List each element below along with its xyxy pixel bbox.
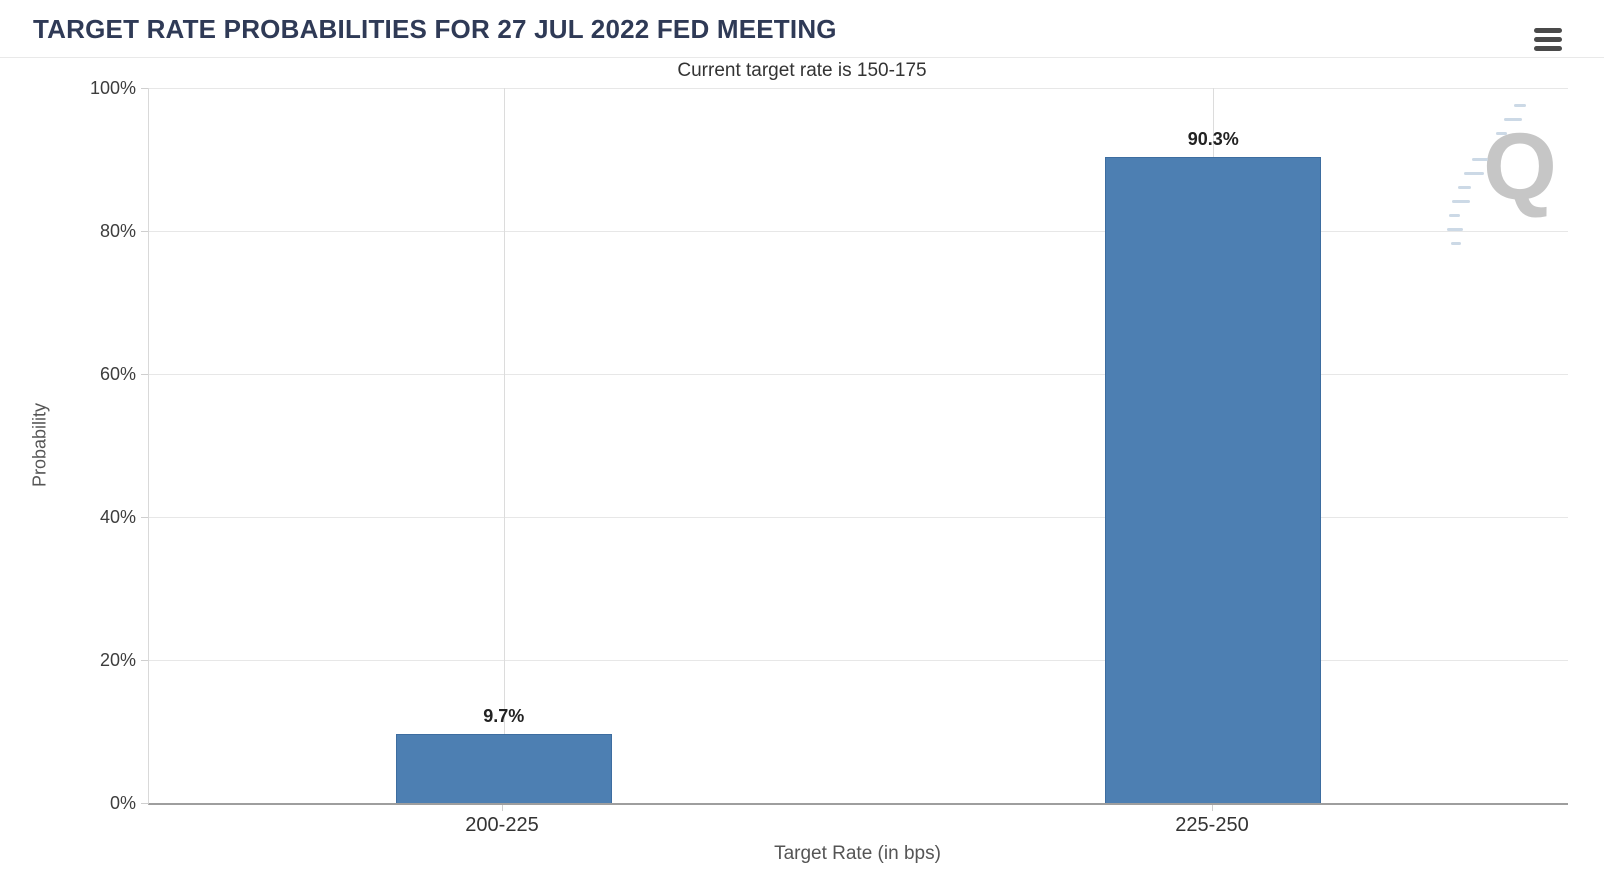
bar-group-225-250: 90.3% bbox=[1105, 88, 1322, 803]
bar-225-250[interactable] bbox=[1105, 157, 1322, 803]
watermark-speedline-icon bbox=[1447, 228, 1463, 231]
quikstrike-watermark-q: Q bbox=[1483, 114, 1557, 220]
chart-title: TARGET RATE PROBABILITIES FOR 27 JUL 202… bbox=[33, 14, 837, 44]
y-tick-mark bbox=[141, 88, 148, 89]
hamburger-icon bbox=[1534, 27, 1562, 33]
chart-context-menu-button[interactable] bbox=[1532, 24, 1564, 54]
h-gridline bbox=[149, 660, 1568, 661]
h-gridline bbox=[149, 88, 1568, 89]
x-tick-label: 225-250 bbox=[1175, 814, 1249, 836]
watermark-speedline-icon bbox=[1458, 186, 1471, 189]
y-tick-label: 40% bbox=[99, 507, 136, 527]
y-tick-label: 60% bbox=[99, 364, 136, 384]
watermark-speedline-icon bbox=[1472, 158, 1488, 161]
plot-area: 9.7% 90.3% bbox=[148, 88, 1568, 805]
y-tick-label: 20% bbox=[99, 650, 136, 670]
y-tick-mark bbox=[141, 517, 148, 518]
chart-subtitle: Current target rate is 150-175 bbox=[677, 60, 927, 81]
y-tick-label: 0% bbox=[109, 793, 136, 813]
y-axis-title: Probability bbox=[29, 402, 50, 488]
watermark-speedline-icon bbox=[1452, 200, 1470, 203]
bar-value-label: 9.7% bbox=[483, 705, 525, 726]
h-gridline bbox=[149, 517, 1568, 518]
y-tick-label: 100% bbox=[89, 78, 136, 98]
y-tick-mark bbox=[141, 803, 148, 804]
y-tick-mark bbox=[141, 660, 148, 661]
watermark-speedline-icon bbox=[1504, 118, 1522, 121]
hamburger-icon bbox=[1534, 36, 1562, 42]
v-gridline bbox=[503, 88, 505, 803]
y-tick-mark bbox=[141, 374, 148, 375]
watermark-speedline-icon bbox=[1451, 242, 1461, 245]
watermark-speedline-icon bbox=[1449, 214, 1460, 217]
y-tick-label: 80% bbox=[99, 221, 136, 241]
x-tick-label: 200-225 bbox=[465, 814, 539, 836]
h-gridline bbox=[149, 231, 1568, 232]
watermark-speedline-icon bbox=[1514, 104, 1526, 107]
y-tick-mark bbox=[141, 231, 148, 232]
watermark-speedline-icon bbox=[1496, 132, 1507, 135]
hamburger-icon bbox=[1534, 45, 1562, 51]
bar-value-label: 90.3% bbox=[1187, 129, 1239, 150]
title-divider bbox=[0, 57, 1604, 58]
x-tick-mark bbox=[1212, 805, 1213, 811]
bar-200-225[interactable] bbox=[395, 733, 612, 803]
watermark-speedline-icon bbox=[1464, 172, 1484, 175]
h-gridline bbox=[149, 374, 1568, 375]
x-tick-mark bbox=[502, 805, 503, 811]
bar-group-200-225: 9.7% bbox=[395, 88, 612, 803]
x-axis-title: Target Rate (in bps) bbox=[774, 843, 941, 864]
